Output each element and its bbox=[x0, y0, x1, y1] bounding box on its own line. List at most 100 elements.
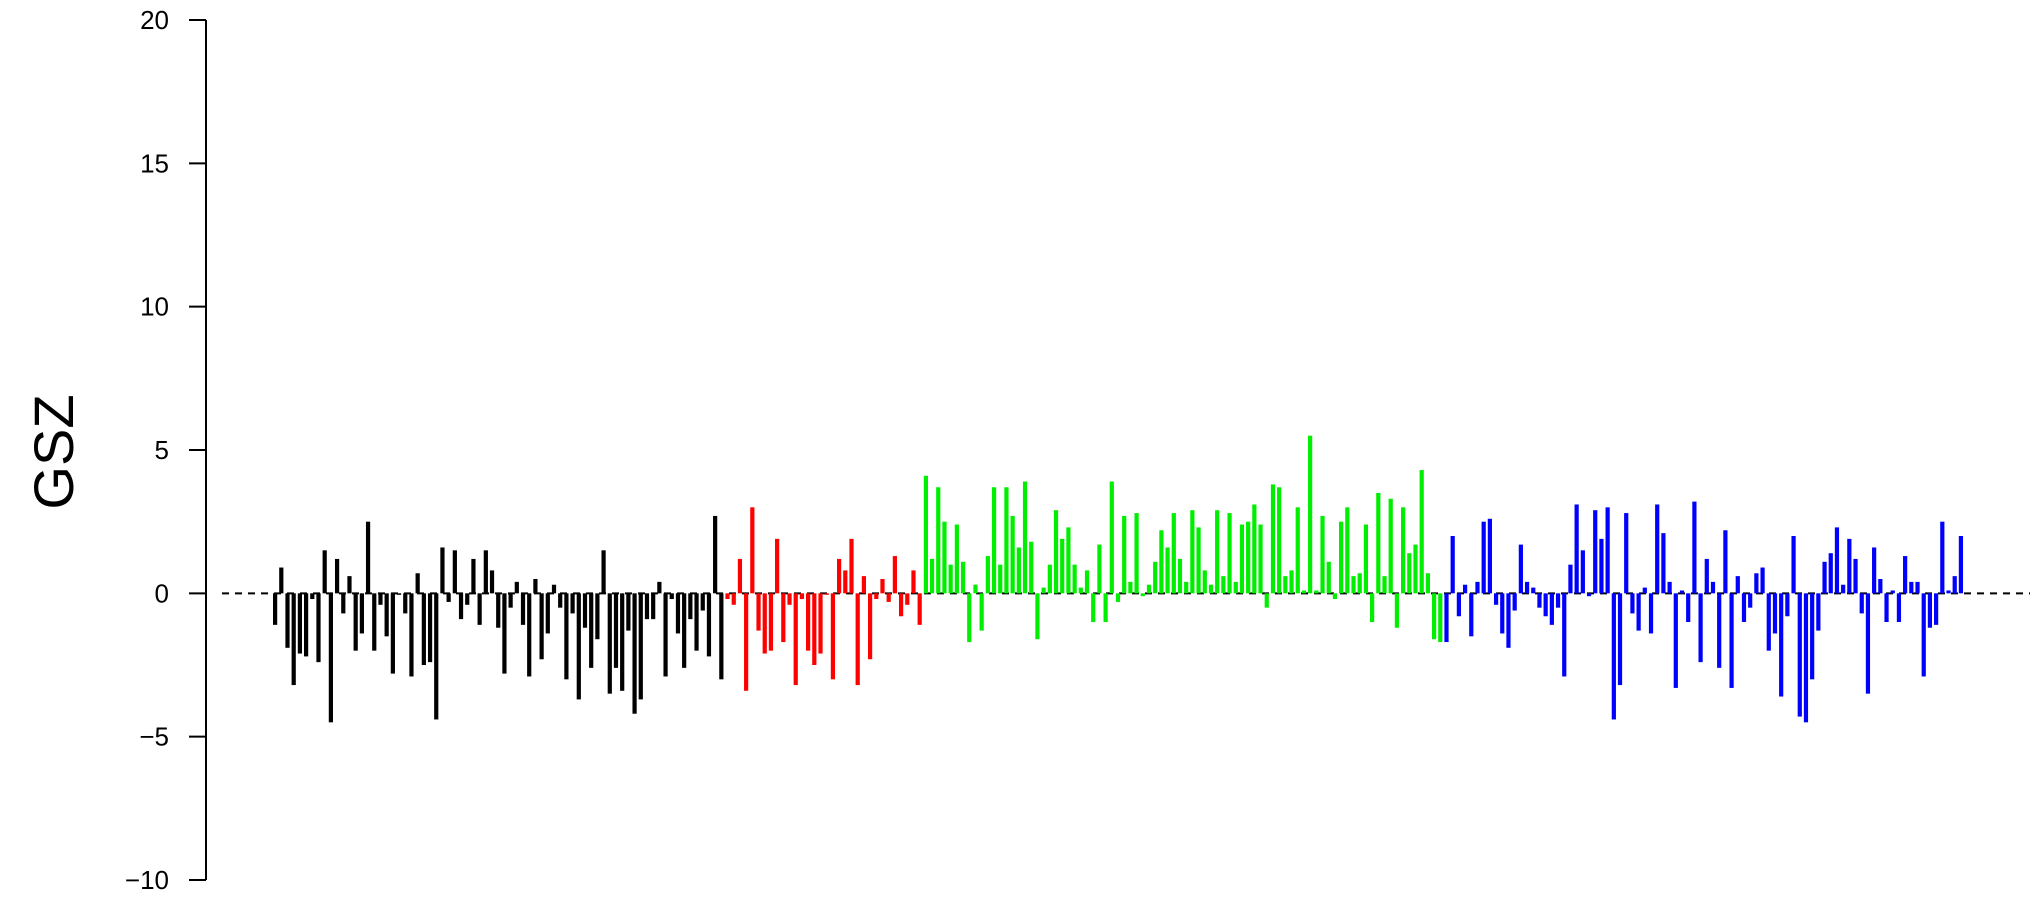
bar-group-4 bbox=[1896, 593, 1902, 622]
bar-group-4 bbox=[1562, 593, 1567, 677]
bar-group-1 bbox=[527, 593, 532, 677]
bar-group-1 bbox=[502, 593, 507, 674]
bar-group-3 bbox=[1215, 510, 1220, 594]
bar-group-1 bbox=[558, 593, 563, 608]
bar-group-2 bbox=[886, 593, 891, 602]
bar-group-3 bbox=[1233, 581, 1238, 594]
bar-group-3 bbox=[1103, 593, 1108, 622]
bar-group-3 bbox=[973, 584, 978, 594]
bar-group-4 bbox=[1648, 593, 1654, 634]
bar-group-4 bbox=[1859, 593, 1864, 614]
bar-group-3 bbox=[1128, 581, 1133, 594]
bar-group-4 bbox=[1667, 581, 1672, 594]
bar-group-4 bbox=[1450, 536, 1455, 594]
bar-group-3 bbox=[1363, 524, 1369, 594]
bar-group-2 bbox=[793, 593, 798, 686]
bar-group-2 bbox=[787, 593, 792, 605]
y-axis-title: GSZ bbox=[22, 394, 85, 509]
bar-group-3 bbox=[1066, 527, 1071, 594]
bar-group-4 bbox=[1655, 504, 1660, 594]
bar-group-4 bbox=[1524, 581, 1530, 594]
bar-group-3 bbox=[1382, 576, 1387, 594]
bar-group-4 bbox=[1841, 584, 1846, 594]
bar-group-4 bbox=[1512, 593, 1517, 611]
bar-group-4 bbox=[1884, 593, 1889, 622]
bar-group-1 bbox=[427, 593, 433, 663]
bar-group-3 bbox=[960, 561, 966, 594]
bar-group-3 bbox=[1314, 590, 1319, 594]
bar-group-4 bbox=[1543, 593, 1548, 617]
bar-group-1 bbox=[291, 593, 296, 686]
bar-group-1 bbox=[303, 593, 309, 657]
bar-group-3 bbox=[1072, 564, 1077, 594]
bar-group-3 bbox=[1289, 570, 1294, 594]
bar-group-4 bbox=[1903, 556, 1908, 594]
bar-group-1 bbox=[644, 593, 650, 620]
bar-group-4 bbox=[1692, 501, 1697, 594]
bar-group-3 bbox=[998, 564, 1003, 594]
bar-group-3 bbox=[1153, 561, 1158, 594]
bar-group-2 bbox=[731, 593, 736, 605]
bar-group-3 bbox=[1401, 507, 1406, 594]
bar-group-3 bbox=[923, 475, 928, 594]
bar-group-4 bbox=[1946, 590, 1951, 594]
bar-group-3 bbox=[1047, 564, 1052, 594]
bar-group-4 bbox=[1785, 593, 1790, 617]
bar-group-1 bbox=[279, 567, 284, 594]
bar-group-4 bbox=[1462, 584, 1468, 594]
bar-group-4 bbox=[1791, 536, 1796, 594]
bar-group-3 bbox=[1091, 593, 1096, 622]
bar-group-1 bbox=[465, 593, 470, 605]
bar-group-4 bbox=[1444, 593, 1449, 643]
bar-group-4 bbox=[1617, 593, 1623, 686]
bar-group-3 bbox=[1010, 515, 1015, 594]
bar-group-3 bbox=[1227, 513, 1232, 594]
bar-group-3 bbox=[1357, 573, 1362, 594]
bar-group-2 bbox=[725, 593, 730, 600]
bar-group-4 bbox=[1865, 593, 1871, 694]
bar-group-3 bbox=[1425, 573, 1430, 594]
y-tick-label: 10 bbox=[140, 292, 169, 322]
bar-group-3 bbox=[1016, 547, 1021, 594]
bar-group-4 bbox=[1555, 593, 1561, 608]
bar-group-3 bbox=[1196, 527, 1201, 594]
bar-group-3 bbox=[929, 558, 935, 594]
bar-group-4 bbox=[1754, 573, 1759, 594]
bar-group-1 bbox=[365, 521, 371, 594]
bar-group-4 bbox=[1803, 593, 1809, 723]
bar-group-4 bbox=[1586, 593, 1592, 597]
bar-group-3 bbox=[948, 564, 953, 594]
bar-group-1 bbox=[551, 584, 557, 594]
bar-group-1 bbox=[415, 573, 420, 594]
bar-group-1 bbox=[620, 593, 625, 691]
bar-group-1 bbox=[477, 593, 482, 625]
bar-group-2 bbox=[818, 593, 823, 654]
y-tick-label: 5 bbox=[155, 435, 169, 465]
bar-group-3 bbox=[1407, 553, 1412, 594]
bar-group-2 bbox=[837, 558, 842, 594]
bar-group-3 bbox=[1351, 576, 1356, 594]
bar-group-1 bbox=[446, 593, 451, 602]
bar-group-4 bbox=[1797, 593, 1802, 717]
bar-group-1 bbox=[520, 593, 526, 625]
bar-group-4 bbox=[1611, 593, 1616, 720]
bar-group-3 bbox=[1202, 570, 1207, 594]
bar-group-3 bbox=[1332, 593, 1338, 600]
bar-group-1 bbox=[570, 593, 575, 614]
bar-group-1 bbox=[359, 593, 364, 634]
bar-group-4 bbox=[1624, 513, 1629, 594]
bar-group-3 bbox=[1115, 593, 1121, 602]
bar-group-2 bbox=[744, 593, 749, 691]
bar-group-2 bbox=[867, 593, 873, 660]
bar-group-4 bbox=[1636, 593, 1641, 631]
bar-group-4 bbox=[1927, 593, 1933, 628]
bar-group-4 bbox=[1500, 593, 1505, 634]
bar-group-3 bbox=[936, 487, 941, 594]
bar-group-2 bbox=[830, 593, 836, 680]
bar-group-4 bbox=[1940, 521, 1945, 594]
bar-group-1 bbox=[713, 515, 718, 594]
bar-group-3 bbox=[1171, 513, 1176, 594]
bar-group-3 bbox=[1295, 507, 1300, 594]
bar-group-1 bbox=[663, 593, 668, 677]
bar-group-2 bbox=[824, 593, 829, 595]
